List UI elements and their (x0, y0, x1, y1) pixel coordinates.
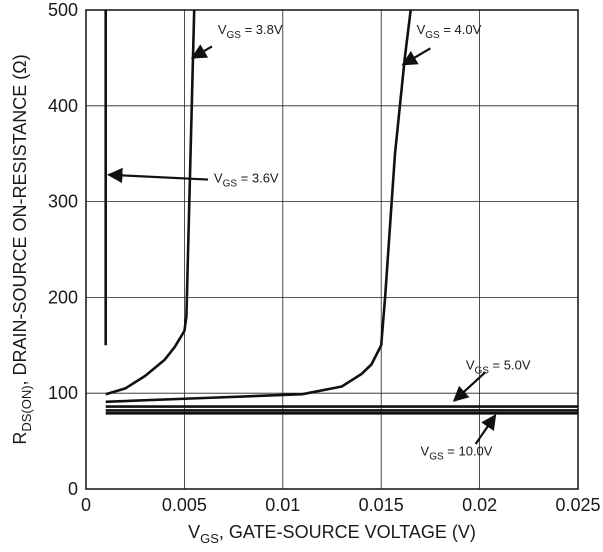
annotation-label-rest: = 4.0V (440, 22, 482, 37)
x-tick-label: 0.025 (555, 495, 600, 515)
x-tick-labels: 0 0.005 0.01 0.015 0.02 0.025 (81, 495, 601, 515)
annotation-label-sub: GS (223, 178, 238, 189)
annotation-label-main: V (466, 357, 475, 372)
x-tick-label: 0.01 (265, 495, 300, 515)
annotation-label-main: V (214, 170, 223, 185)
annotation-label-rest: = 3.6V (237, 170, 279, 185)
annotation-label-main: V (218, 22, 227, 37)
annotation-label-sub: GS (429, 451, 444, 462)
y-tick-label: 100 (48, 383, 78, 403)
annotation-arrow (474, 413, 497, 445)
y-tick-label: 0 (68, 479, 78, 499)
series-lines (104, 9, 578, 415)
annotation-label: VGS = 3.8V (218, 22, 283, 41)
y-tick-label: 300 (48, 192, 78, 212)
y-tick-label: 200 (48, 287, 78, 307)
grid (86, 10, 578, 489)
series-line-2 (105, 9, 196, 396)
annotation-label: VGS = 3.6V (214, 170, 279, 189)
x-tick-label: 0.02 (462, 495, 497, 515)
annotation-label: VGS = 10.0V (421, 443, 493, 462)
x-tick-label: 0.005 (162, 495, 207, 515)
x-axis-label: VGS, GATE-SOURCE VOLTAGE (V) (188, 522, 476, 546)
annotation-arrow (452, 371, 487, 402)
annotation-label-main: V (417, 22, 426, 37)
y-axis-label: RDS(ON), DRAIN-SOURCE ON-RESISTANCE (Ω) (10, 54, 34, 444)
annotation-arrow (190, 44, 213, 59)
annotation-label-sub: GS (227, 30, 242, 41)
annotation-label-sub: GS (425, 30, 440, 41)
annotation-label: VGS = 5.0V (466, 357, 531, 376)
x-tick-label: 0.015 (359, 495, 404, 515)
annotation-label: VGS = 4.0V (417, 22, 482, 41)
y-tick-labels: 0 100 200 300 400 500 (48, 0, 78, 499)
x-tick-label: 0 (81, 495, 91, 515)
annotation-label-rest: = 5.0V (489, 357, 531, 372)
y-tick-label: 400 (48, 96, 78, 116)
annotation-label-main: V (421, 443, 430, 458)
y-tick-label: 500 (48, 0, 78, 20)
annotation-label-rest: = 3.8V (241, 22, 283, 37)
annotation-label-rest: = 10.0V (444, 443, 493, 458)
annotation-label-sub: GS (474, 365, 489, 376)
annotation-arrow (107, 167, 209, 184)
plot-frame (85, 9, 579, 490)
annotation-arrow (401, 47, 431, 66)
series-line-3 (105, 9, 412, 404)
